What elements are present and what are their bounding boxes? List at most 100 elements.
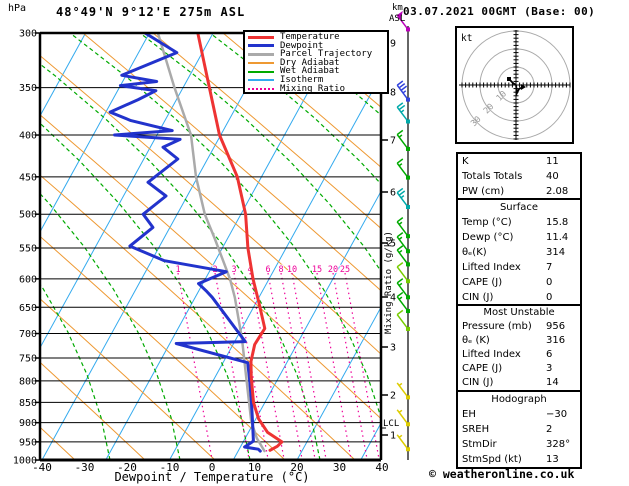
svg-text:3: 3	[231, 265, 236, 275]
hodograph-trace	[508, 78, 524, 97]
wind-barb	[396, 10, 410, 32]
row-label: CIN (J)	[462, 377, 494, 388]
wind-barb	[396, 158, 410, 180]
svg-text:3: 3	[390, 343, 396, 354]
pressure-unit-label: hPa	[8, 3, 27, 14]
row-value: 2	[546, 424, 553, 435]
indices-table-most-unstable: Most Unstable Pressure (mb) 956 θₑ (K) 316 Li…	[456, 304, 582, 392]
row-value: 7	[546, 262, 553, 273]
wind-barb	[396, 291, 410, 314]
legend-label: Dry Adiabat	[280, 57, 340, 68]
legend-swatch-parcel-trajectory	[248, 52, 274, 56]
table-row: PW (cm) 2.08	[458, 184, 580, 199]
row-value: 11.4	[546, 232, 569, 243]
row-value: −30	[546, 409, 568, 420]
table-row: SREH 2	[458, 422, 580, 437]
row-value: 15.8	[546, 217, 569, 228]
legend-swatch-temperature	[248, 35, 274, 39]
row-label: Lifted Index	[462, 262, 521, 273]
wind-barb	[396, 232, 410, 254]
pressure-tick-labels: 300 350 400 450 500 550 600 650 700 750 800 850 900 9…	[13, 29, 40, 467]
svg-text:2: 2	[390, 391, 396, 402]
table-row: Totals Totals 40	[458, 169, 580, 184]
wind-barb	[396, 216, 410, 239]
legend-swatch-wet-adiabat	[248, 70, 274, 73]
svg-text:10: 10	[287, 265, 297, 275]
table-row: CAPE (J) 3	[458, 362, 580, 376]
legend-label: Dewpoint	[280, 40, 324, 51]
wind-barb	[396, 309, 410, 331]
svg-text:400: 400	[19, 131, 37, 142]
row-value: 3	[546, 363, 553, 374]
legend-item: Dewpoint	[248, 40, 387, 51]
legend-item: Parcel Trajectory	[248, 50, 387, 59]
wind-barb	[396, 80, 410, 102]
row-value: 0	[546, 277, 553, 288]
svg-text:-40: -40	[32, 461, 52, 474]
svg-text:650: 650	[19, 303, 37, 314]
dewpoint-trace	[108, 33, 262, 453]
row-label: CIN (J)	[462, 292, 494, 303]
svg-text:20: 20	[290, 461, 303, 474]
svg-text:8: 8	[390, 88, 396, 99]
wind-barb	[396, 245, 410, 267]
legend-swatch-mixing-ratio	[248, 87, 274, 90]
row-value: 6	[546, 349, 553, 360]
table-row: Dewp (°C) 11.4	[458, 230, 580, 245]
svg-text:6: 6	[390, 188, 396, 199]
svg-text:25: 25	[340, 265, 350, 275]
legend-swatch-dewpoint	[248, 44, 274, 48]
km-asl-ticks: 9 8 7 6 5 4 3 2 1	[381, 39, 396, 442]
svg-text:1: 1	[390, 431, 396, 442]
legend-item: Isotherm	[248, 76, 387, 85]
svg-text:750: 750	[19, 354, 37, 365]
row-value: 40	[546, 171, 559, 182]
svg-text:40: 40	[375, 461, 388, 474]
legend-label: Wet Adiabat	[280, 66, 340, 77]
table-row: K 11	[458, 154, 580, 169]
row-label: EH	[462, 409, 476, 420]
svg-text:550: 550	[19, 243, 37, 254]
wind-barb	[396, 187, 410, 210]
svg-text:15: 15	[312, 265, 322, 275]
legend-label: Isotherm	[280, 74, 324, 85]
svg-text:-20: -20	[117, 461, 137, 474]
temperature-tick-labels: -40 -30 -20 -10 0 10 20 30 40	[32, 461, 389, 474]
svg-text:850: 850	[19, 398, 37, 409]
indices-table-surface: Surface Temp (°C) 15.8 Dewp (°C) 11.4 θₑ(K) 31…	[456, 198, 582, 307]
row-value: 316	[546, 335, 566, 346]
legend-label: Mixing Ratio	[280, 83, 346, 94]
svg-text:5: 5	[390, 239, 396, 250]
svg-text:-30: -30	[75, 461, 95, 474]
table-row: CAPE (J) 0	[458, 275, 580, 290]
svg-text:30: 30	[333, 461, 346, 474]
svg-text:350: 350	[19, 83, 37, 94]
table-row: Temp (°C) 15.8	[458, 215, 580, 230]
table-row: θₑ (K) 316	[458, 334, 580, 348]
row-value: 14	[546, 377, 559, 388]
svg-text:900: 900	[19, 418, 37, 429]
legend-item: Dry Adiabat	[248, 57, 387, 68]
svg-text:0: 0	[209, 461, 216, 474]
legend-swatch-dry-adiabat	[248, 62, 274, 65]
wind-barb	[396, 434, 410, 452]
svg-text:800: 800	[19, 376, 37, 387]
table-row: StmSpd (kt) 13	[458, 452, 580, 467]
row-value: 11	[546, 156, 559, 167]
svg-text:4: 4	[247, 265, 252, 275]
wind-barb	[396, 409, 410, 427]
row-label: Lifted Index	[462, 349, 521, 360]
row-label: Totals Totals	[462, 171, 523, 182]
row-label: K	[462, 156, 469, 167]
row-label: SREH	[462, 424, 490, 435]
row-label: StmDir	[462, 439, 497, 450]
svg-text:6: 6	[265, 265, 270, 275]
hodograph-unit-label: kt	[461, 33, 472, 44]
row-label: PW (cm)	[462, 186, 505, 197]
svg-text:9: 9	[390, 39, 396, 50]
svg-text:700: 700	[19, 329, 37, 340]
wind-barb	[396, 382, 410, 400]
hodograph-trace-arrowhead	[521, 84, 526, 90]
